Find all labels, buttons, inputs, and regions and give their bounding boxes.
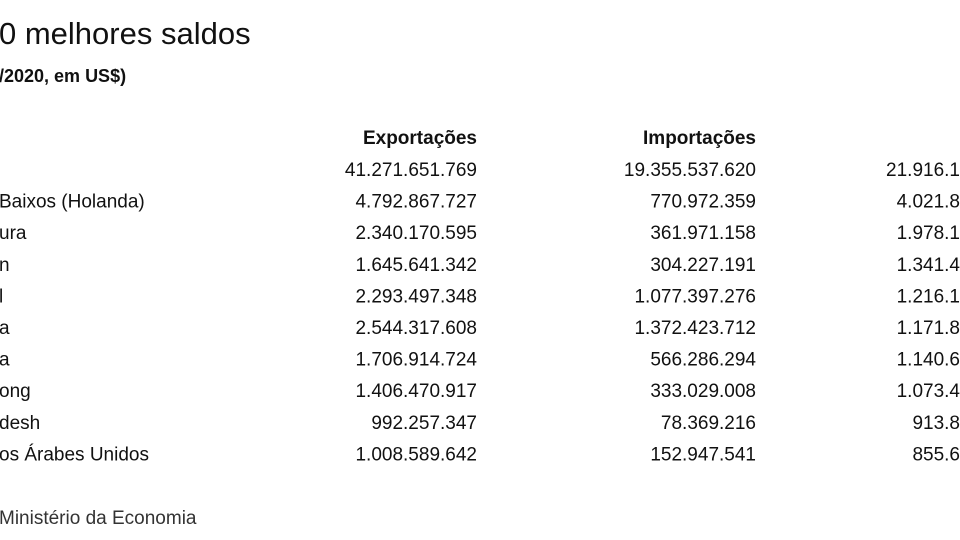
value-cell: 1.008.589.642 <box>355 444 477 465</box>
value-cell: 770.972.359 <box>650 192 756 213</box>
column-header: Importações <box>643 128 756 149</box>
value-cell: 1.171.8 <box>897 318 960 339</box>
value-cell: 913.8 <box>912 413 960 434</box>
subtitle: /2020, em US$) <box>0 66 126 86</box>
value-cell: 361.971.158 <box>650 223 756 244</box>
value-cell: 1.073.4 <box>897 381 960 402</box>
value-cell: 4.021.8 <box>897 192 960 213</box>
value-cell: 1.341.4 <box>897 255 960 276</box>
value-cell: 333.029.008 <box>650 381 756 402</box>
value-cell: 1.077.397.276 <box>634 286 756 307</box>
column-header: Exportações <box>363 128 477 149</box>
country-cell: Baixos (Holanda) <box>0 192 145 213</box>
country-cell: desh <box>0 413 40 434</box>
value-cell: 78.369.216 <box>661 413 756 434</box>
value-cell: 152.947.541 <box>650 444 756 465</box>
country-cell: ura <box>0 223 27 244</box>
source: Ministério da Economia <box>0 508 197 529</box>
title: 0 melhores saldos <box>0 16 251 51</box>
value-cell: 2.293.497.348 <box>355 286 477 307</box>
value-cell: 1.372.423.712 <box>634 318 756 339</box>
value-cell: 41.271.651.769 <box>345 160 477 181</box>
value-cell: 19.355.537.620 <box>624 160 756 181</box>
value-cell: 566.286.294 <box>650 350 756 371</box>
country-cell: a <box>0 318 10 339</box>
value-cell: 2.340.170.595 <box>355 223 477 244</box>
country-cell: ong <box>0 381 31 402</box>
value-cell: 21.916.1 <box>886 160 960 181</box>
value-cell: 1.216.1 <box>897 286 960 307</box>
value-cell: 992.257.347 <box>371 413 477 434</box>
value-cell: 2.544.317.608 <box>355 318 477 339</box>
country-cell: os Árabes Unidos <box>0 444 149 465</box>
value-cell: 1.140.6 <box>897 350 960 371</box>
value-cell: 1.645.641.342 <box>355 255 477 276</box>
country-cell: l <box>0 286 3 307</box>
value-cell: 1.706.914.724 <box>355 350 477 371</box>
value-cell: 304.227.191 <box>650 255 756 276</box>
value-cell: 1.978.1 <box>897 223 960 244</box>
country-cell: a <box>0 350 10 371</box>
value-cell: 1.406.470.917 <box>355 381 477 402</box>
value-cell: 855.6 <box>912 444 960 465</box>
country-cell: n <box>0 255 10 276</box>
value-cell: 4.792.867.727 <box>355 192 477 213</box>
